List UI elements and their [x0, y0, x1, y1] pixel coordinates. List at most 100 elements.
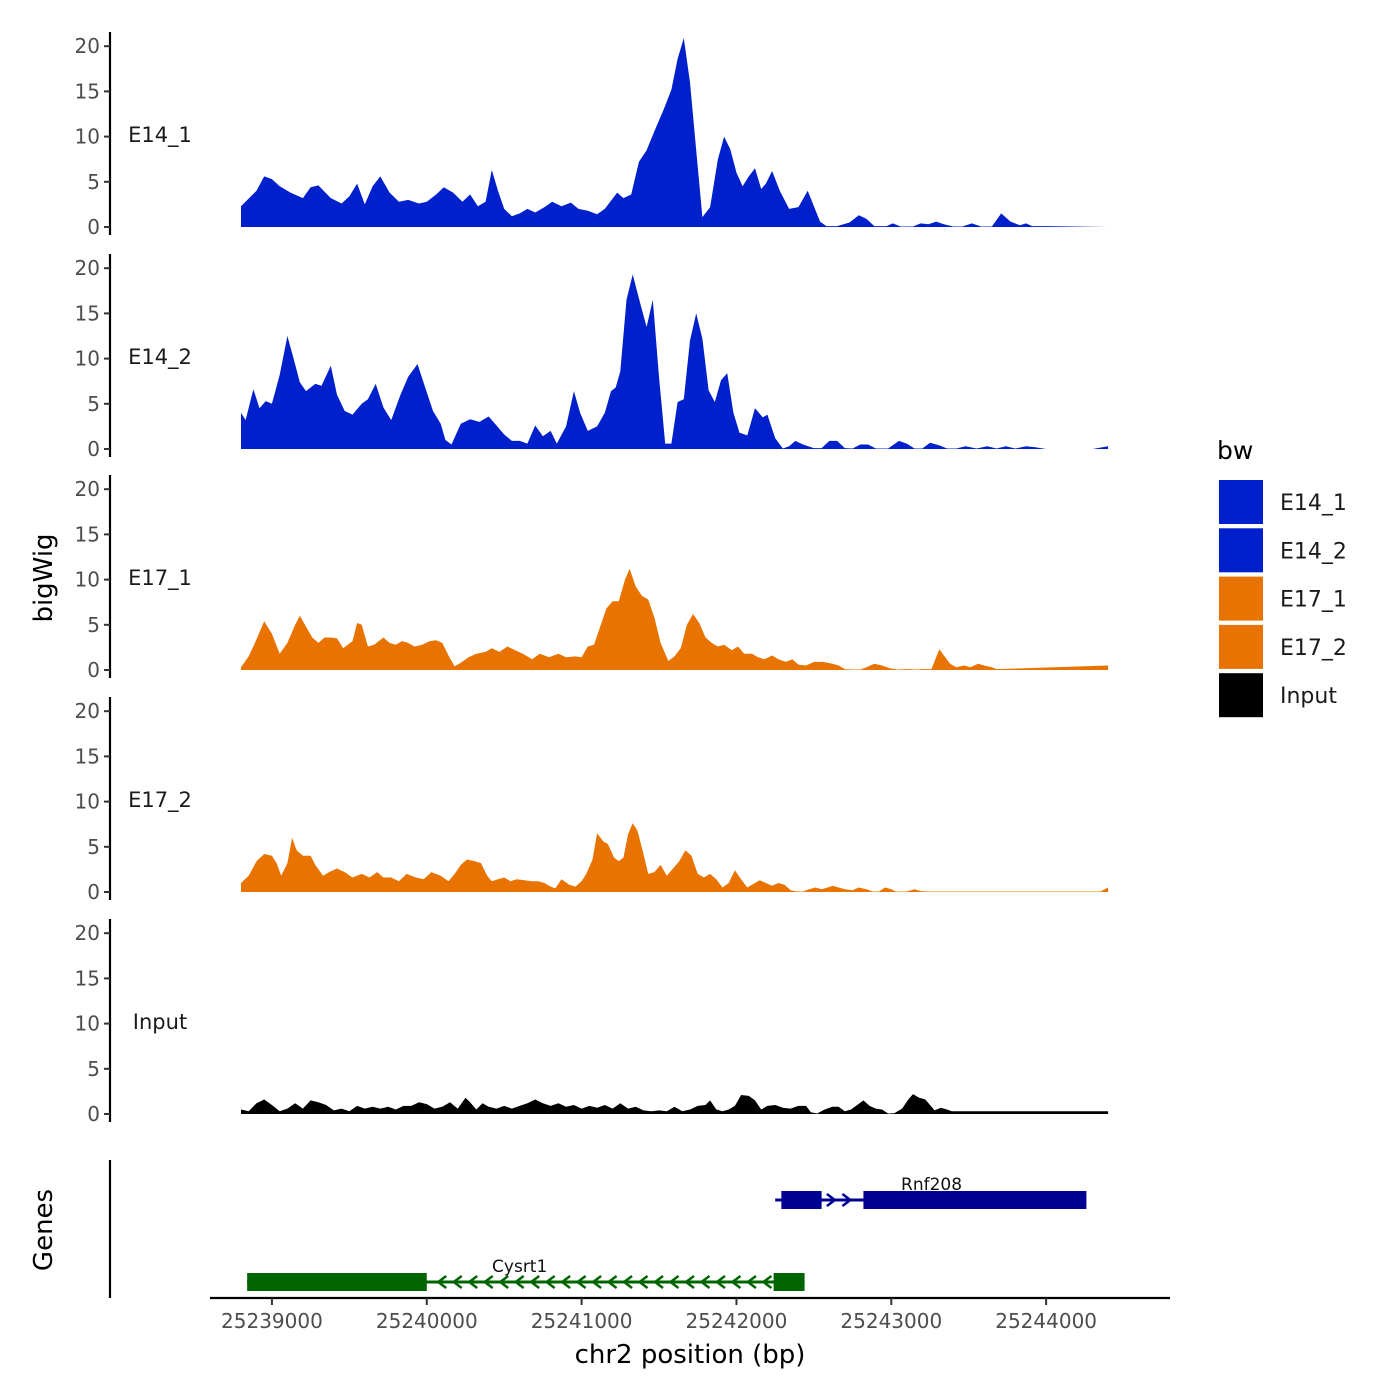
- gene-Cysrt1: Cysrt1: [247, 1257, 805, 1291]
- gene-exon: [863, 1191, 1087, 1209]
- y-tick-label: 15: [75, 79, 100, 103]
- legend-swatch: [1219, 576, 1263, 621]
- signal-area-Input: [241, 1094, 1109, 1114]
- signal-area-E14_1: [241, 38, 1109, 227]
- strand-arrow: [482, 1275, 494, 1289]
- gene-label: Cysrt1: [492, 1257, 547, 1277]
- legend-label: E17_2: [1280, 636, 1347, 661]
- genes-track: Rnf208 Cysrt1: [108, 1160, 1087, 1298]
- track-E14_2: 0 5 10 15 20 E14_2: [75, 254, 1109, 461]
- track-label: E14_1: [128, 123, 192, 148]
- y-tick-label: 15: [75, 744, 100, 768]
- y-tick-label: 10: [75, 790, 100, 814]
- strand-arrow: [498, 1275, 509, 1289]
- y-tick-label: 0: [87, 215, 100, 239]
- y-tick-label: 5: [87, 170, 100, 194]
- track-E17_1: 0 5 10 15 20 E17_1: [75, 475, 1109, 682]
- track-label: E17_2: [128, 788, 192, 813]
- y-tick-label: 20: [75, 921, 100, 945]
- y-tick-label: 20: [75, 34, 100, 58]
- x-tick-label: 25243000: [840, 1309, 942, 1333]
- y-tick-label: 0: [87, 437, 100, 461]
- x-axis-title: chr2 position (bp): [575, 1340, 806, 1370]
- strand-arrow: [606, 1275, 618, 1289]
- x-tick-label: 25240000: [376, 1309, 478, 1333]
- strand-arrow: [451, 1275, 463, 1289]
- y-tick-label: 10: [75, 568, 100, 592]
- legend-swatch: [1219, 480, 1263, 524]
- track-Input: 0 5 10 15 20 Input: [75, 919, 1109, 1126]
- y-tick-label: 15: [75, 301, 100, 325]
- legend-label: E14_2: [1280, 539, 1347, 564]
- y-tick-label: 5: [87, 613, 100, 637]
- gene-Rnf208: Rnf208: [775, 1175, 1087, 1209]
- track-label: E17_1: [128, 566, 192, 591]
- strand-arrow: [560, 1275, 571, 1289]
- signal-area-E14_2: [241, 274, 1109, 449]
- strand-arrow: [544, 1275, 556, 1289]
- y-tick-label: 0: [87, 1102, 100, 1126]
- strand-arrow: [652, 1275, 664, 1289]
- strand-arrow: [745, 1275, 757, 1289]
- legend-swatch: [1219, 528, 1263, 573]
- strand-arrow: [513, 1275, 525, 1289]
- legend-swatch: [1219, 673, 1263, 718]
- strand-arrow: [699, 1275, 711, 1289]
- y-tick-label: 10: [75, 1012, 100, 1036]
- gene-exon: [247, 1273, 427, 1291]
- legend-swatch: [1219, 624, 1263, 669]
- strand-arrow: [668, 1275, 680, 1289]
- legend-label: E17_1: [1280, 588, 1347, 613]
- strand-arrow: [761, 1275, 773, 1289]
- strand-arrow: [529, 1275, 540, 1289]
- y-tick-label: 0: [87, 880, 100, 904]
- legend-item-E14_1: E14_1: [1219, 480, 1347, 524]
- legend-label: E14_1: [1280, 491, 1347, 516]
- y-axis-title: bigWig: [29, 533, 59, 622]
- y-tick-label: 10: [75, 125, 100, 149]
- strand-arrow: [637, 1275, 649, 1289]
- strand-arrow: [841, 1193, 853, 1207]
- strand-arrow: [826, 1193, 837, 1207]
- y-tick-label: 5: [87, 835, 100, 859]
- y-tick-label: 5: [87, 1057, 100, 1081]
- signal-tracks: 0 5 10 15 20 E14_1 0 5 10 15 20 E14_2 0 5 10 15 20 E17_1 0…: [75, 32, 1109, 1126]
- legend-item-E14_2: E14_2: [1219, 528, 1347, 573]
- x-axis: 25239000 25240000 25241000 25242000 25243000…: [210, 1296, 1170, 1333]
- signal-area-E17_2: [241, 823, 1109, 892]
- y-tick-label: 5: [87, 392, 100, 416]
- y-tick-label: 0: [87, 658, 100, 682]
- legend-item-E17_2: E17_2: [1219, 624, 1347, 669]
- x-tick-label: 25239000: [221, 1309, 323, 1333]
- x-tick-label: 25241000: [531, 1309, 633, 1333]
- track-E14_1: 0 5 10 15 20 E14_1: [75, 32, 1109, 239]
- strand-arrow: [591, 1275, 602, 1289]
- x-tick-label: 25244000: [995, 1309, 1097, 1333]
- legend: bw E14_1 E14_2 E17_1 E17_2 Input: [1217, 436, 1347, 718]
- strand-arrow: [436, 1275, 448, 1289]
- x-tick-label: 25242000: [686, 1309, 788, 1333]
- y-tick-label: 15: [75, 966, 100, 990]
- legend-item-Input: Input: [1219, 673, 1337, 718]
- legend-item-E17_1: E17_1: [1219, 576, 1347, 621]
- signal-area-E17_1: [241, 568, 1109, 670]
- gene-label: Rnf208: [901, 1175, 962, 1195]
- strand-arrow: [683, 1275, 695, 1289]
- gene-exon: [773, 1273, 805, 1291]
- strand-arrow: [467, 1275, 478, 1289]
- track-E17_2: 0 5 10 15 20 E17_2: [75, 697, 1109, 904]
- y-tick-label: 20: [75, 699, 100, 723]
- gene-exon: [781, 1191, 822, 1209]
- genes-track-title: Genes: [29, 1189, 59, 1271]
- strand-arrow: [714, 1275, 726, 1289]
- track-label: E14_2: [128, 345, 192, 370]
- strand-arrow: [575, 1275, 587, 1289]
- legend-label: Input: [1280, 684, 1337, 709]
- y-tick-label: 10: [75, 347, 100, 371]
- strand-arrow: [730, 1275, 742, 1289]
- track-label: Input: [133, 1010, 187, 1034]
- y-tick-label: 20: [75, 477, 100, 501]
- legend-title: bw: [1217, 436, 1253, 465]
- y-tick-label: 20: [75, 256, 100, 280]
